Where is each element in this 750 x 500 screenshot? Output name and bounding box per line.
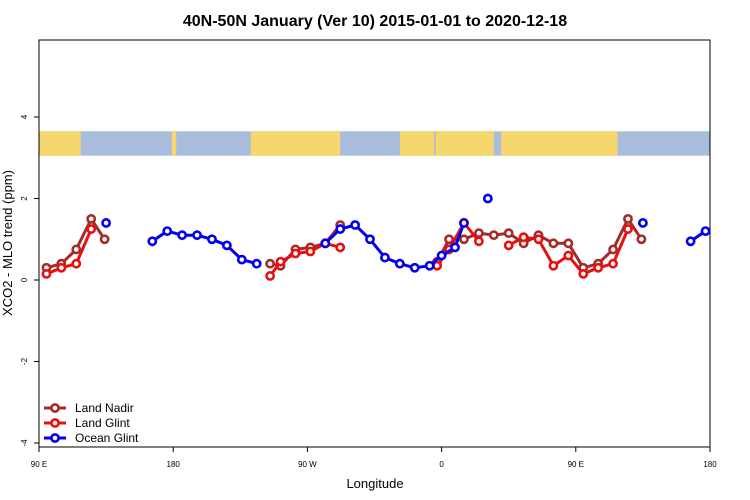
land-nadir-point <box>636 234 647 245</box>
land-glint-point <box>56 262 67 273</box>
ocean-glint-point <box>409 262 420 273</box>
ocean-glint-point <box>320 238 331 249</box>
land-nadir-point <box>608 244 618 255</box>
land-glint-point <box>563 250 574 261</box>
ocean-glint-point <box>685 236 696 247</box>
land-nadir-point <box>86 213 97 224</box>
ocean-glint-point <box>221 240 232 251</box>
legend-marker-ocean-glint <box>50 433 60 443</box>
ocean-glint-point <box>177 230 188 241</box>
land-nadir-point <box>488 230 499 241</box>
land-nadir-point <box>503 228 514 239</box>
land-glint-point <box>608 258 618 269</box>
ocean-glint-point <box>162 226 173 236</box>
land-nadir-point <box>563 238 574 249</box>
land-glint-point <box>623 224 633 234</box>
legend-marker-land-nadir <box>50 403 60 413</box>
legend-label-ocean-glint: Ocean Glint <box>75 431 139 445</box>
x-tick-label: 90 E <box>31 460 47 469</box>
ocean-glint-point <box>424 260 435 271</box>
asia-land <box>501 131 618 156</box>
asia-land <box>39 131 81 156</box>
legend-marker-land-glint <box>50 418 60 428</box>
land-glint-point <box>548 260 559 271</box>
land-glint-point <box>503 240 514 251</box>
europe-asia-land <box>435 131 494 156</box>
north-america-land <box>250 131 341 156</box>
y-axis-label: XCO2 - MLO trend (ppm) <box>0 170 15 316</box>
ocean-glint-point <box>638 218 648 228</box>
land-glint-point <box>275 256 286 267</box>
x-axis-label: Longitude <box>346 476 403 491</box>
land-glint-point <box>41 268 52 279</box>
axes: 90 E 180 90 W 0 90 E 180 -4 -2 0 2 4 <box>20 114 717 469</box>
ocean-glint-point <box>436 250 447 261</box>
land-nadir-point <box>473 228 484 239</box>
land-glint-point <box>71 258 82 269</box>
y-tick-label: -2 <box>20 357 29 365</box>
ocean-glint-point <box>251 258 262 269</box>
ocean-glint-point <box>350 220 361 230</box>
ocean-glint-point <box>482 193 493 204</box>
land-glint-point <box>473 236 484 247</box>
ocean-glint-point <box>147 236 158 247</box>
land-nadir-point <box>265 258 276 269</box>
ocean-glint-point <box>365 234 375 245</box>
legend-label-land-nadir: Land Nadir <box>75 401 134 415</box>
ocean-glint-line <box>324 222 466 270</box>
land-glint-point <box>265 271 276 281</box>
y-tick-label: 2 <box>20 196 29 201</box>
ocean-glint-point <box>459 218 469 228</box>
land-glint-point <box>290 248 301 259</box>
world-map-strip <box>39 131 710 156</box>
x-tick-label: 90 E <box>568 460 584 469</box>
ocean-glint-point <box>207 234 217 245</box>
europe-land <box>399 131 435 156</box>
y-tick-label: -4 <box>20 439 29 447</box>
ocean-glint-point <box>335 224 346 234</box>
ocean-glint-point <box>192 230 202 241</box>
land-glint-point <box>593 262 604 273</box>
alaska-land <box>171 131 177 156</box>
series-ocean-glint <box>101 193 711 273</box>
legend-label-land-glint: Land Glint <box>75 416 130 430</box>
ocean-glint-point <box>700 226 711 236</box>
y-tick-label: 0 <box>20 277 29 282</box>
ocean-glint-point <box>236 254 247 265</box>
x-tick-label: 180 <box>703 460 717 469</box>
land-glint-point <box>578 268 589 279</box>
ocean-glint-point <box>101 218 111 228</box>
land-nadir-point <box>99 234 110 245</box>
land-glint-line <box>45 228 93 276</box>
chart-title: 40N-50N January (Ver 10) 2015-01-01 to 2… <box>183 13 567 30</box>
x-tick-label: 0 <box>439 460 444 469</box>
land-glint-point <box>533 234 544 245</box>
series-layer <box>41 193 711 281</box>
ocean-glint-point <box>394 258 405 269</box>
land-glint-point <box>335 242 346 253</box>
ocean-glint-point <box>450 242 460 253</box>
ocean-glint-point <box>380 252 390 263</box>
x-tick-label: 90 W <box>298 460 317 469</box>
land-glint-point <box>86 224 97 234</box>
land-nadir-point <box>623 213 633 224</box>
land-nadir-point <box>444 234 454 245</box>
land-nadir-point <box>71 244 82 255</box>
y-tick-label: 4 <box>20 114 29 119</box>
land-nadir-point <box>548 238 559 249</box>
plot-frame <box>38 39 711 448</box>
land-nadir-point <box>459 234 469 245</box>
x-tick-label: 180 <box>167 460 181 469</box>
land-glint-point <box>518 232 529 243</box>
land-glint-point <box>305 246 316 257</box>
